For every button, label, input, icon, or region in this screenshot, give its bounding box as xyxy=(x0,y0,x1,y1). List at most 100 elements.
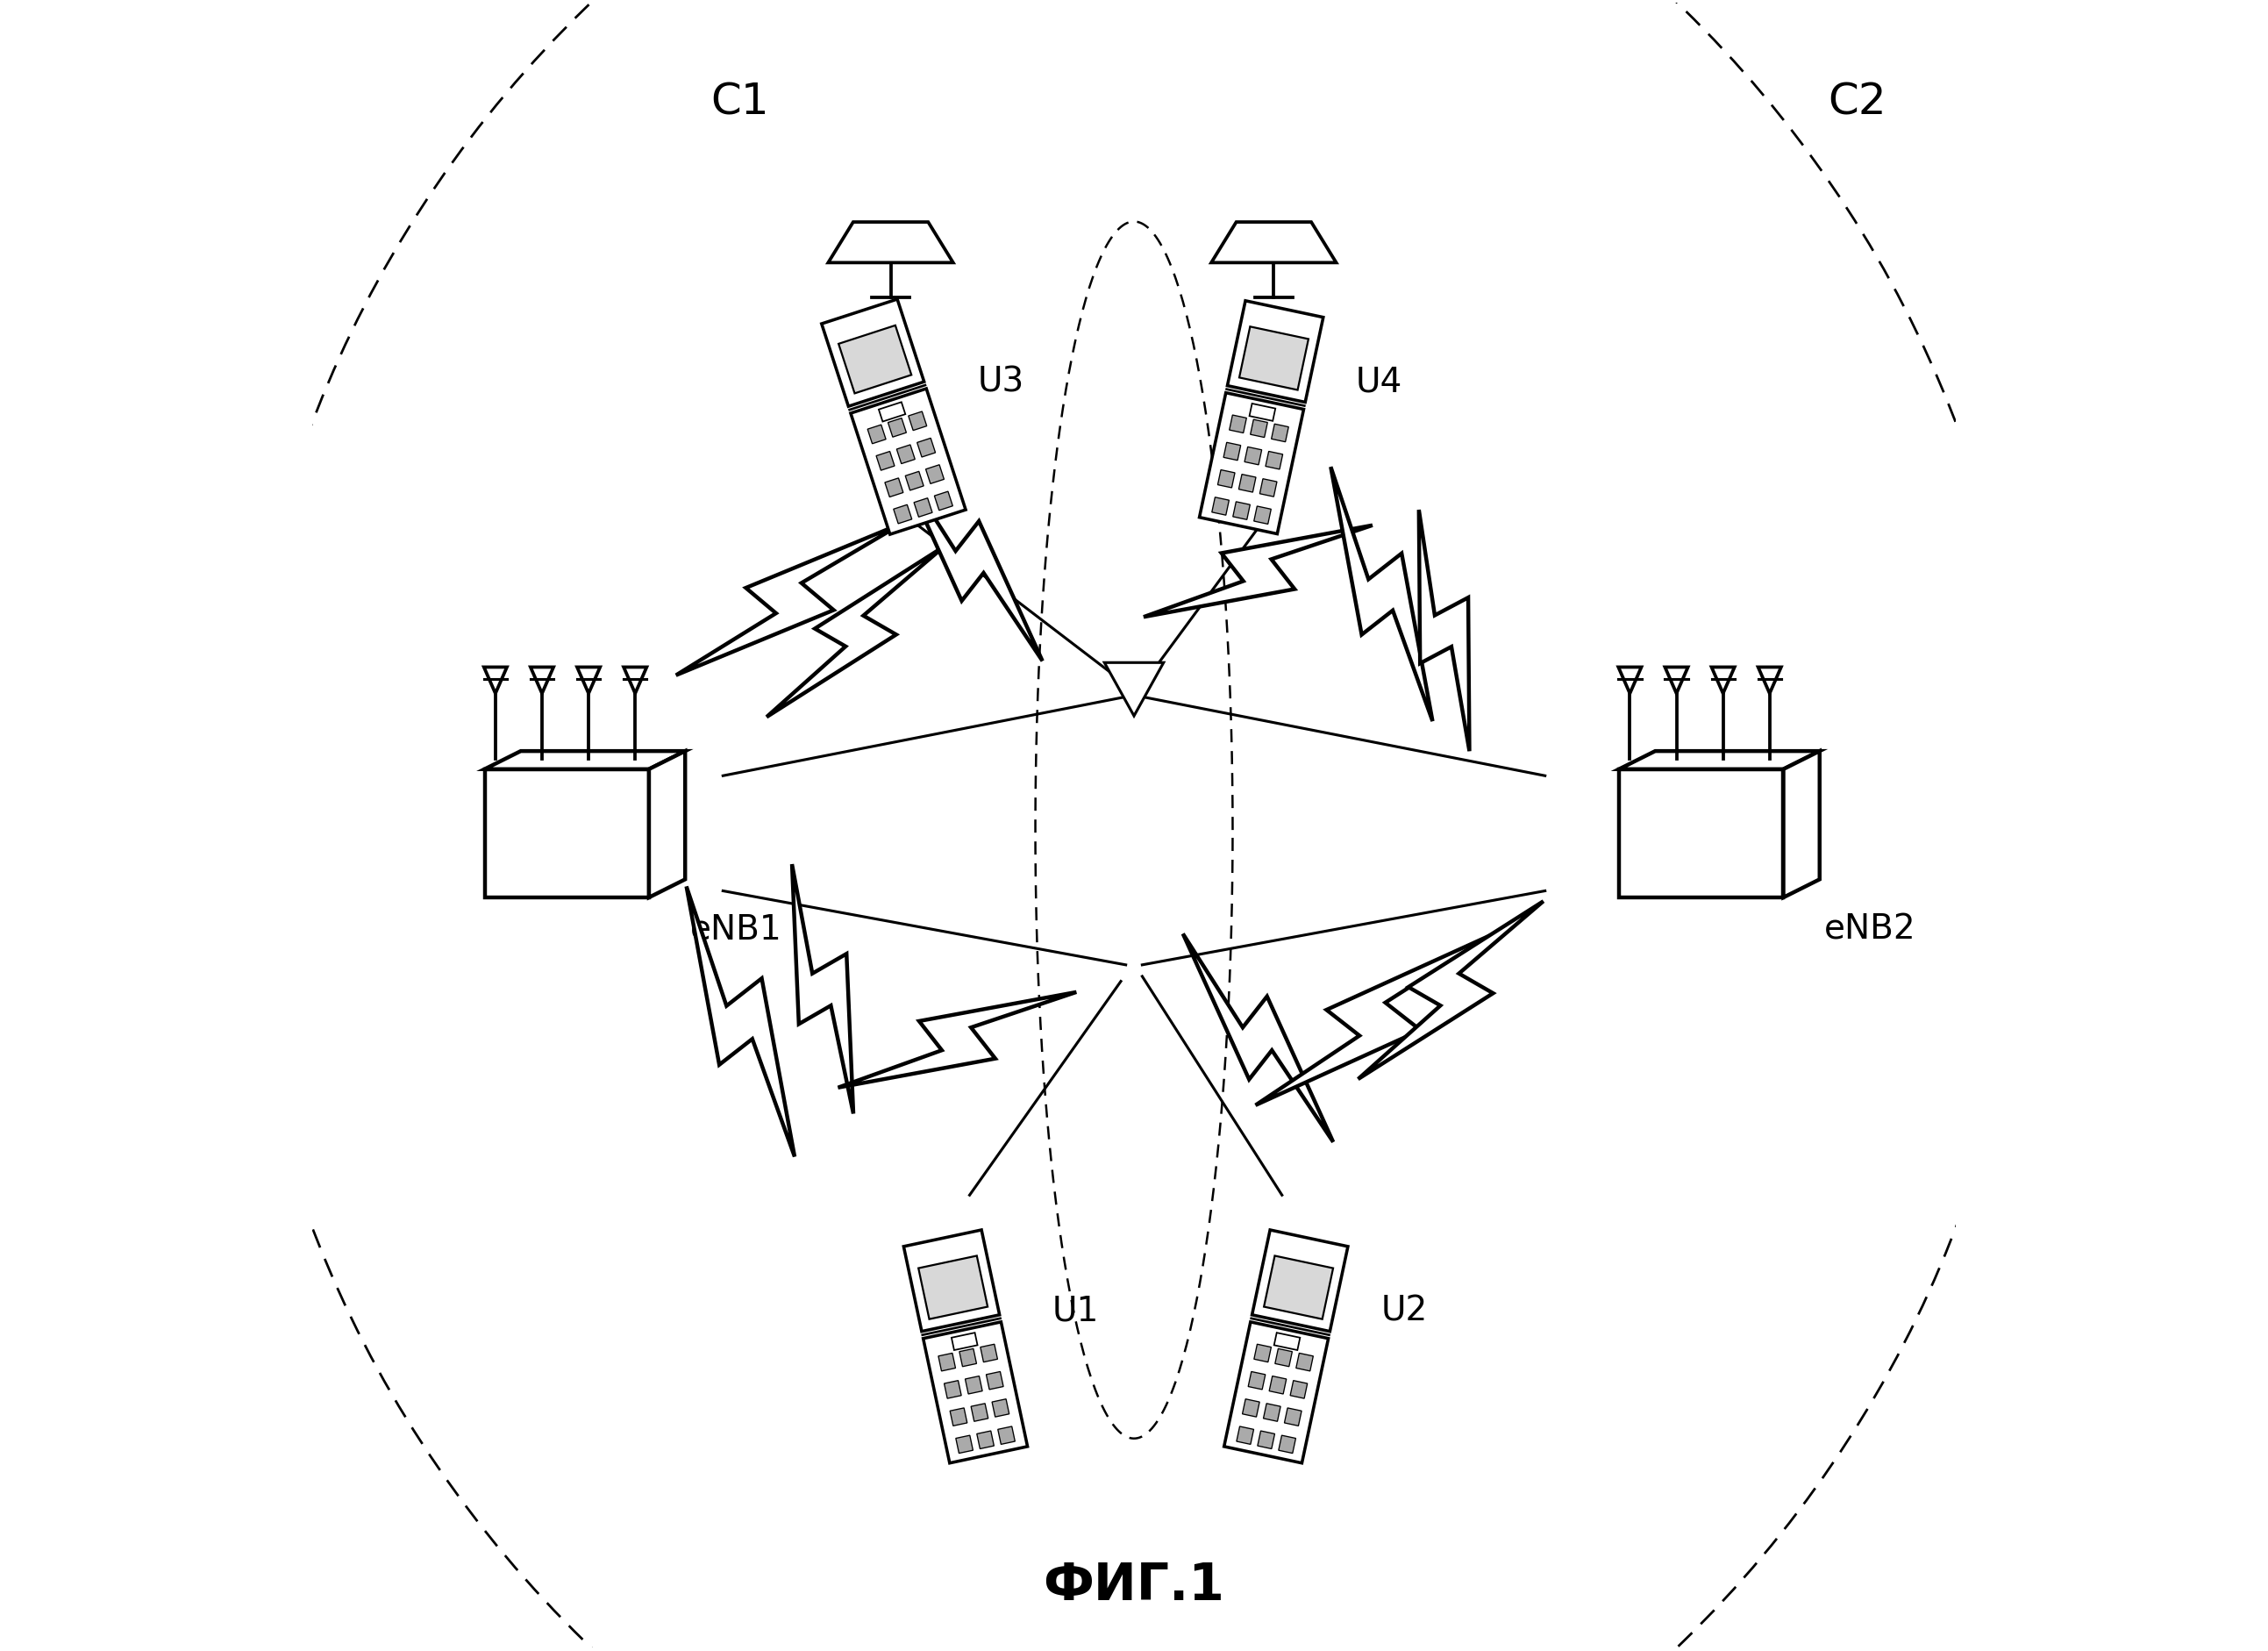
Polygon shape xyxy=(1143,527,1372,617)
Polygon shape xyxy=(1227,302,1322,403)
Polygon shape xyxy=(792,865,853,1114)
Polygon shape xyxy=(1619,769,1783,898)
Polygon shape xyxy=(767,546,943,718)
Polygon shape xyxy=(1420,510,1470,751)
Polygon shape xyxy=(1218,471,1234,489)
Polygon shape xyxy=(624,667,646,693)
Polygon shape xyxy=(821,300,923,408)
Polygon shape xyxy=(898,462,1043,662)
Polygon shape xyxy=(889,419,907,438)
Polygon shape xyxy=(1254,507,1270,525)
Polygon shape xyxy=(828,223,953,264)
Polygon shape xyxy=(959,1349,978,1367)
Polygon shape xyxy=(1247,1372,1266,1390)
Polygon shape xyxy=(991,1398,1009,1417)
Polygon shape xyxy=(1758,667,1780,693)
Polygon shape xyxy=(1256,1431,1275,1450)
Polygon shape xyxy=(1259,479,1277,497)
Polygon shape xyxy=(955,1435,973,1453)
Polygon shape xyxy=(483,667,508,693)
Polygon shape xyxy=(1619,667,1642,693)
Polygon shape xyxy=(1229,416,1247,434)
Polygon shape xyxy=(987,1372,1002,1390)
Polygon shape xyxy=(923,1322,1027,1463)
Polygon shape xyxy=(919,1256,987,1319)
Text: U1: U1 xyxy=(1052,1294,1098,1327)
Polygon shape xyxy=(576,667,601,693)
Polygon shape xyxy=(875,452,894,471)
Polygon shape xyxy=(1270,1377,1286,1393)
Polygon shape xyxy=(925,466,943,484)
Polygon shape xyxy=(1222,442,1241,461)
Text: eNB2: eNB2 xyxy=(1823,913,1916,946)
Polygon shape xyxy=(909,413,928,431)
Polygon shape xyxy=(1712,667,1735,693)
Polygon shape xyxy=(1331,467,1433,721)
Polygon shape xyxy=(1236,1426,1254,1445)
Polygon shape xyxy=(1200,393,1304,535)
Polygon shape xyxy=(676,523,903,675)
Polygon shape xyxy=(1254,1344,1270,1362)
Polygon shape xyxy=(1275,1349,1293,1367)
Polygon shape xyxy=(1279,1435,1295,1453)
Text: ФИГ.1: ФИГ.1 xyxy=(1043,1560,1225,1610)
Polygon shape xyxy=(1238,327,1309,391)
Polygon shape xyxy=(916,439,934,457)
Polygon shape xyxy=(1263,1256,1334,1319)
Polygon shape xyxy=(1211,499,1229,515)
Polygon shape xyxy=(1256,934,1492,1106)
Polygon shape xyxy=(943,1380,962,1398)
Polygon shape xyxy=(914,499,932,517)
Polygon shape xyxy=(485,769,649,898)
Polygon shape xyxy=(1238,475,1256,492)
Polygon shape xyxy=(1275,1332,1300,1351)
Polygon shape xyxy=(1284,1408,1302,1426)
Polygon shape xyxy=(903,1230,1000,1332)
Text: U3: U3 xyxy=(978,365,1025,398)
Text: C2: C2 xyxy=(1828,81,1887,124)
Polygon shape xyxy=(850,390,966,535)
Polygon shape xyxy=(998,1426,1016,1445)
Text: C1: C1 xyxy=(710,81,769,124)
Polygon shape xyxy=(934,492,953,510)
Polygon shape xyxy=(1245,447,1261,466)
Polygon shape xyxy=(1665,667,1687,693)
Polygon shape xyxy=(953,1332,978,1351)
Polygon shape xyxy=(485,751,685,769)
Polygon shape xyxy=(905,472,923,490)
Text: U4: U4 xyxy=(1356,365,1402,398)
Polygon shape xyxy=(1234,502,1250,520)
Polygon shape xyxy=(950,1408,966,1426)
Polygon shape xyxy=(1243,1398,1259,1417)
Polygon shape xyxy=(1105,664,1163,717)
Polygon shape xyxy=(896,446,914,464)
Polygon shape xyxy=(966,1377,982,1393)
Polygon shape xyxy=(885,479,903,497)
Text: U2: U2 xyxy=(1381,1294,1427,1327)
Polygon shape xyxy=(939,1354,955,1372)
Polygon shape xyxy=(649,751,685,898)
Polygon shape xyxy=(978,1431,993,1450)
Polygon shape xyxy=(1619,751,1819,769)
Polygon shape xyxy=(980,1344,998,1362)
Polygon shape xyxy=(1250,419,1268,438)
Polygon shape xyxy=(1272,424,1288,442)
Polygon shape xyxy=(894,505,912,525)
Polygon shape xyxy=(1295,1354,1313,1372)
Polygon shape xyxy=(531,667,553,693)
Polygon shape xyxy=(1290,1380,1306,1398)
Polygon shape xyxy=(1252,1230,1347,1332)
Polygon shape xyxy=(1211,223,1336,264)
Text: eNB1: eNB1 xyxy=(689,913,782,946)
Polygon shape xyxy=(837,992,1077,1088)
Polygon shape xyxy=(1359,901,1542,1080)
Polygon shape xyxy=(1266,452,1284,471)
Polygon shape xyxy=(878,403,905,423)
Polygon shape xyxy=(1783,751,1819,898)
Polygon shape xyxy=(869,426,887,444)
Polygon shape xyxy=(1225,1322,1329,1463)
Polygon shape xyxy=(971,1403,989,1422)
Polygon shape xyxy=(839,325,912,395)
Polygon shape xyxy=(1250,404,1275,421)
Polygon shape xyxy=(1263,1403,1281,1422)
